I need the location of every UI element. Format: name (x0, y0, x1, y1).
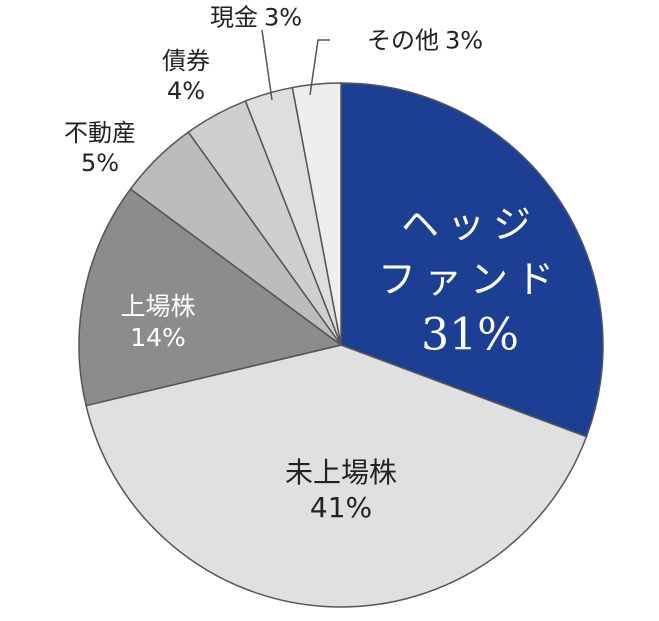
slice-label: 未上場株 41% (285, 455, 397, 525)
slice-label: 上場株 14% (120, 291, 195, 354)
slice-label: その他 3% (367, 24, 483, 55)
pie-slice (78, 187, 343, 407)
pie-slice (291, 82, 342, 346)
value-label: 14% (130, 323, 186, 352)
value-label: 41% (309, 491, 373, 524)
value-label: 4% (166, 77, 206, 105)
category-label: 上場株 (120, 291, 196, 321)
category-label: 現金 (209, 3, 258, 32)
category-label: その他 (366, 26, 439, 55)
slice-label: 不動産 5% (64, 118, 136, 178)
value-label: 5% (80, 149, 120, 177)
pie-slice (340, 82, 604, 438)
category-label: ヘッジ ファンド (377, 202, 563, 302)
category-label: 債券 (162, 47, 210, 75)
category-label: 未上場株 (284, 456, 398, 489)
value-label: 31% (421, 309, 519, 361)
slice-label: 現金 3% (210, 1, 302, 32)
pie-slice (85, 344, 588, 608)
leader-line (309, 39, 330, 96)
category-label: 不動産 (64, 119, 136, 147)
value-label: 3% (263, 3, 303, 32)
value-label: 3% (444, 26, 484, 55)
slice-label: ヘッジ ファンド 31% (378, 197, 562, 362)
leader-line (261, 29, 273, 101)
slice-label: 債券 4% (162, 46, 210, 106)
